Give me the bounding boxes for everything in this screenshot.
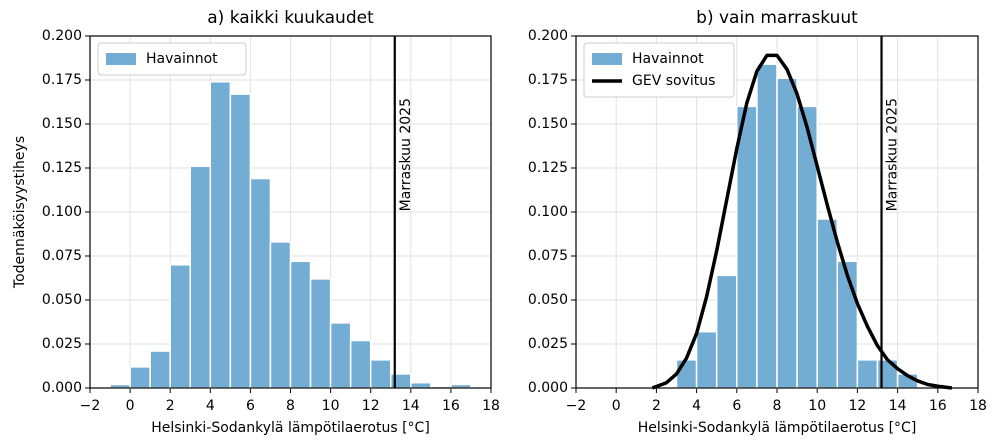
bar: [189, 165, 212, 389]
y-axis-label: Todennäköisyystiheys: [12, 136, 28, 289]
x-tick-label: 14: [889, 398, 907, 414]
panel: −2 0 2 4 6 8 10 12 14 16 18 0.000 0.025 0.050 0.075 0.1…: [528, 8, 987, 436]
x-tick-label: 12: [848, 398, 866, 414]
bar: [695, 330, 718, 389]
chart-title: a) kaikki kuukaudet: [207, 8, 374, 28]
bar: [715, 274, 738, 389]
x-tick-label: 10: [808, 398, 826, 414]
bar: [369, 359, 392, 389]
legend-swatch: [106, 53, 136, 65]
reference-label: Marraskuu 2025: [398, 98, 414, 211]
x-tick-label: 14: [402, 398, 420, 414]
y-tick-label: 0.100: [528, 204, 568, 220]
y-tick-label: 0.050: [528, 292, 568, 308]
y-tick-label: 0.125: [42, 160, 82, 176]
x-tick-label: 8: [286, 398, 295, 414]
bar: [675, 359, 698, 389]
bar: [209, 81, 232, 389]
bar: [756, 63, 778, 389]
x-tick-label: 18: [969, 398, 987, 414]
y-tick-label: 0.025: [42, 336, 82, 352]
x-tick-label: 6: [732, 398, 741, 414]
legend-label: Havainnot: [632, 51, 704, 67]
x-tick-label: 2: [166, 398, 175, 414]
x-tick-label: 4: [692, 398, 701, 414]
chart-title: b) vain marraskuut: [696, 8, 858, 28]
bar: [856, 359, 879, 389]
x-tick-label: −2: [566, 398, 587, 414]
reference-label: Marraskuu 2025: [885, 98, 901, 211]
bar: [309, 278, 332, 389]
bar: [329, 322, 352, 389]
y-tick-label: 0.000: [42, 380, 82, 396]
bar: [410, 381, 432, 389]
legend-swatch: [592, 53, 622, 65]
axes-frame: [89, 35, 492, 389]
x-tick-label: −2: [80, 398, 101, 414]
x-axis-label: Helsinki-Sodankylä lämpötilaerotus [°C]: [638, 420, 917, 436]
bar: [289, 260, 312, 389]
y-tick-label: 0.100: [42, 204, 82, 220]
y-tick-label: 0.200: [528, 28, 568, 44]
bar: [736, 105, 758, 389]
y-tick-label: 0.025: [528, 336, 568, 352]
bar: [269, 241, 292, 389]
x-axis-label: Helsinki-Sodankylä lämpötilaerotus [°C]: [151, 420, 430, 436]
x-tick-label: 0: [612, 398, 621, 414]
x-tick-label: 6: [246, 398, 255, 414]
bar: [249, 177, 272, 389]
legend-label: Havainnot: [146, 51, 218, 67]
bar: [229, 93, 252, 389]
y-tick-label: 0.000: [528, 380, 568, 396]
bar: [129, 366, 151, 389]
axes-frame: [575, 35, 979, 389]
y-tick-label: 0.075: [42, 248, 82, 264]
y-tick-label: 0.200: [42, 28, 82, 44]
x-tick-label: 8: [773, 398, 782, 414]
x-tick-label: 2: [652, 398, 661, 414]
x-tick-label: 12: [362, 398, 380, 414]
panel: −2 0 2 4 6 8 10 12 14 16 18 0.000 0.025 0.050 0.075 0.1…: [12, 8, 500, 436]
y-tick-label: 0.175: [42, 72, 82, 88]
y-tick-label: 0.125: [528, 160, 568, 176]
bar: [776, 77, 798, 389]
y-tick-label: 0.175: [528, 72, 568, 88]
x-tick-label: 16: [442, 398, 460, 414]
x-tick-label: 0: [126, 398, 135, 414]
y-tick-label: 0.075: [528, 248, 568, 264]
y-tick-label: 0.150: [42, 116, 82, 132]
y-tick-label: 0.050: [42, 292, 82, 308]
bar: [349, 339, 372, 389]
bar: [816, 218, 839, 389]
bar: [149, 350, 171, 389]
x-tick-label: 16: [929, 398, 947, 414]
x-tick-label: 10: [322, 398, 340, 414]
x-tick-label: 18: [482, 398, 500, 414]
x-tick-label: 4: [206, 398, 215, 414]
legend-box: [97, 42, 247, 76]
fit-line: [651, 53, 953, 390]
y-tick-label: 0.150: [528, 116, 568, 132]
bar: [169, 264, 191, 389]
legend-label: GEV sovitus: [632, 73, 715, 89]
